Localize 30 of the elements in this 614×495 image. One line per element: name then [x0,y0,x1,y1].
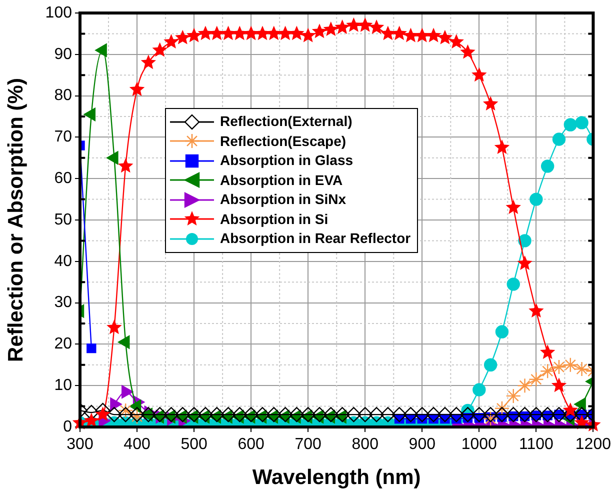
legend-label: Absorption in SiNx [220,190,346,209]
y-tick-label: 40 [54,252,72,270]
x-tick-label: 1100 [518,436,554,454]
legend-label: Reflection(External) [220,112,352,131]
x-tick-label: 600 [238,436,265,454]
legend-label: Absorption in Si [220,210,328,229]
x-tick-label: 800 [352,436,379,454]
x-tick-label: 400 [124,436,150,454]
x-tick-label: 1000 [461,436,498,454]
y-tick-label: 60 [54,170,72,188]
x-tick-label: 700 [294,436,322,454]
legend-label: Absorption in Glass [220,151,354,170]
y-tick-label: 10 [54,377,72,394]
y-tick-label: 90 [54,46,72,63]
x-axis-title: Wavelength (nm) [252,466,421,490]
y-tick-label: 80 [54,87,72,104]
y-tick-label: 100 [45,4,72,22]
y-tick-label: 0 [63,418,72,436]
x-tick-label: 300 [66,436,94,454]
legend-label: Absorption in EVA [220,170,343,190]
y-tick-label: 70 [54,128,72,146]
x-tick-label: 900 [408,436,436,454]
y-axis-title: Reflection or Absorption (%) [4,78,28,362]
legend-label: Reflection(Escape) [220,132,346,151]
y-tick-label: 30 [54,294,72,312]
x-tick-label: 500 [180,436,208,454]
y-tick-label: 20 [54,336,72,353]
x-tick-label: 1200 [575,436,612,454]
y-tick-label: 50 [54,211,72,228]
legend-label: Absorption in Rear Reflector [220,229,411,248]
